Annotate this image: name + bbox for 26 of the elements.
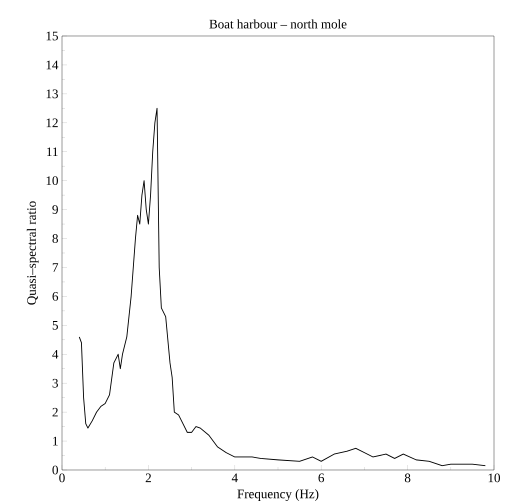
y-tick-label: 2	[52, 408, 58, 416]
y-tick-label: 12	[46, 118, 58, 127]
x-tick-label: 2	[146, 473, 151, 482]
y-tick-label: 1	[53, 436, 58, 446]
x-tick-label: 6	[318, 473, 324, 482]
y-tick-label: 7	[52, 263, 58, 272]
y-tick-label: 10	[46, 176, 58, 185]
y-tick-label: 4	[52, 350, 58, 358]
x-tick-label: 8	[404, 473, 410, 482]
y-tick-label: 0	[52, 465, 58, 474]
y-axis-title: Quasi–spectral ratio	[26, 201, 39, 304]
y-tick-label: 14	[46, 60, 58, 70]
y-tick-label: 3	[52, 378, 58, 388]
x-tick-label: 10	[488, 473, 500, 482]
y-tick-label: 5	[52, 320, 58, 330]
chart-title: Boat harbour – north mole	[209, 19, 346, 28]
y-tick-label: 6	[52, 292, 58, 301]
y-tick-label: 11	[47, 147, 58, 156]
x-tick-label: 4	[232, 473, 238, 482]
y-tick-label: 15	[46, 31, 58, 40]
y-tick-label: 9	[52, 205, 58, 214]
x-axis-title: Frequency (Hz)	[237, 489, 318, 501]
y-tick-label: 13	[46, 89, 58, 98]
x-tick-label: 0	[59, 473, 65, 482]
line-series	[78, 108, 486, 466]
y-tick-label: 8	[52, 234, 58, 243]
